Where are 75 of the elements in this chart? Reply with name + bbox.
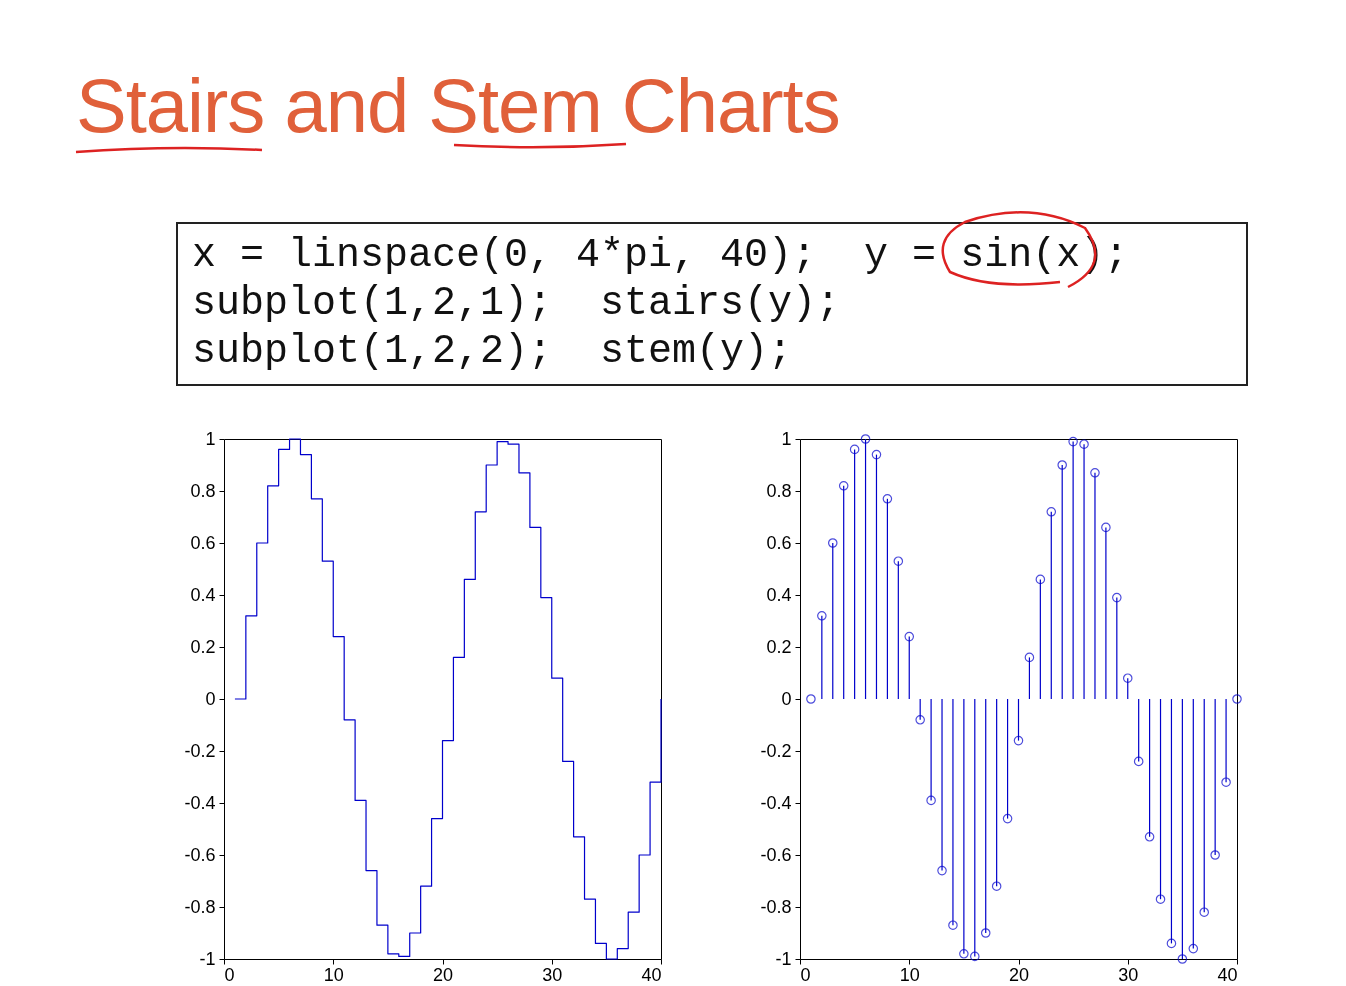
y-tick-label: -0.2 — [184, 740, 216, 761]
point — [871, 449, 882, 460]
y-tick-label: 0.8 — [190, 480, 216, 501]
y-tick-label: 0 — [781, 688, 792, 709]
point — [1002, 813, 1013, 824]
y-tick-label: 0.2 — [766, 636, 792, 657]
x-tick-label: 10 — [899, 964, 920, 985]
point — [1079, 439, 1089, 449]
point — [1199, 907, 1210, 917]
point — [970, 951, 980, 962]
point — [1101, 522, 1111, 533]
y-tick-label: 1 — [781, 428, 792, 449]
point — [991, 881, 1002, 891]
y-tick-label: 0.4 — [190, 584, 216, 605]
y-tick-label: -0.6 — [184, 844, 216, 865]
y-tick-label: -1 — [199, 948, 216, 969]
y-tick-label: 0.2 — [190, 636, 216, 657]
x-tick-label: 0 — [224, 964, 235, 985]
y-tick-label: 1 — [205, 428, 216, 449]
text: subplot(1,2,1); stairs(y); — [192, 281, 841, 326]
point — [817, 611, 827, 621]
point — [1232, 694, 1242, 704]
y-tick-label: -0.8 — [760, 896, 792, 917]
x-tick-label: 10 — [323, 964, 344, 985]
point — [959, 949, 969, 959]
point — [904, 631, 915, 642]
y-tick-label: 0.4 — [766, 584, 792, 605]
y-tick-label: 0.6 — [190, 532, 216, 553]
point — [937, 865, 947, 876]
x-tick-label: 30 — [542, 964, 563, 985]
point — [1013, 735, 1024, 746]
point — [849, 444, 860, 455]
y-tick-label: 0.6 — [766, 532, 792, 553]
point — [926, 795, 936, 806]
point — [1188, 943, 1199, 954]
x-tick-label: 20 — [432, 964, 454, 985]
point — [806, 694, 816, 704]
y-tick-label: -0.6 — [760, 844, 792, 865]
x-tick-label: 20 — [1008, 964, 1030, 985]
y-tick-label: -0.4 — [184, 792, 216, 813]
y-tick-label: -0.2 — [760, 740, 792, 761]
x-tick-label: 40 — [1217, 964, 1238, 985]
point — [948, 920, 958, 930]
point — [915, 715, 925, 725]
point — [860, 434, 871, 444]
y-tick-label: 0.8 — [766, 480, 792, 501]
x-tick-label: 30 — [1118, 964, 1139, 985]
point — [1210, 850, 1220, 860]
point — [1046, 507, 1057, 517]
point — [1144, 832, 1155, 842]
point — [1122, 673, 1133, 683]
point — [1090, 468, 1100, 478]
point — [1057, 460, 1067, 470]
point — [1221, 777, 1231, 787]
point — [1177, 954, 1188, 964]
x-tick-label: 40 — [641, 964, 662, 985]
x-tick-label: 0 — [800, 964, 811, 985]
point — [1155, 894, 1166, 904]
point — [1068, 436, 1078, 447]
point — [882, 494, 893, 504]
y-tick-label: 0 — [205, 688, 216, 709]
chart-title: Stairs and Stem Charts — [76, 62, 840, 149]
point — [1133, 756, 1144, 767]
point — [980, 928, 991, 938]
point — [1166, 938, 1177, 949]
text: subplot(1,2,2); stem(y); — [192, 329, 793, 374]
point — [1035, 574, 1046, 585]
point — [827, 538, 838, 548]
y-tick-label: -0.8 — [184, 896, 216, 917]
y-tick-label: -1 — [775, 948, 792, 969]
point — [893, 556, 904, 566]
point — [1112, 592, 1122, 603]
y-tick-label: -0.4 — [760, 792, 792, 813]
point — [838, 481, 849, 491]
point — [1024, 652, 1035, 663]
